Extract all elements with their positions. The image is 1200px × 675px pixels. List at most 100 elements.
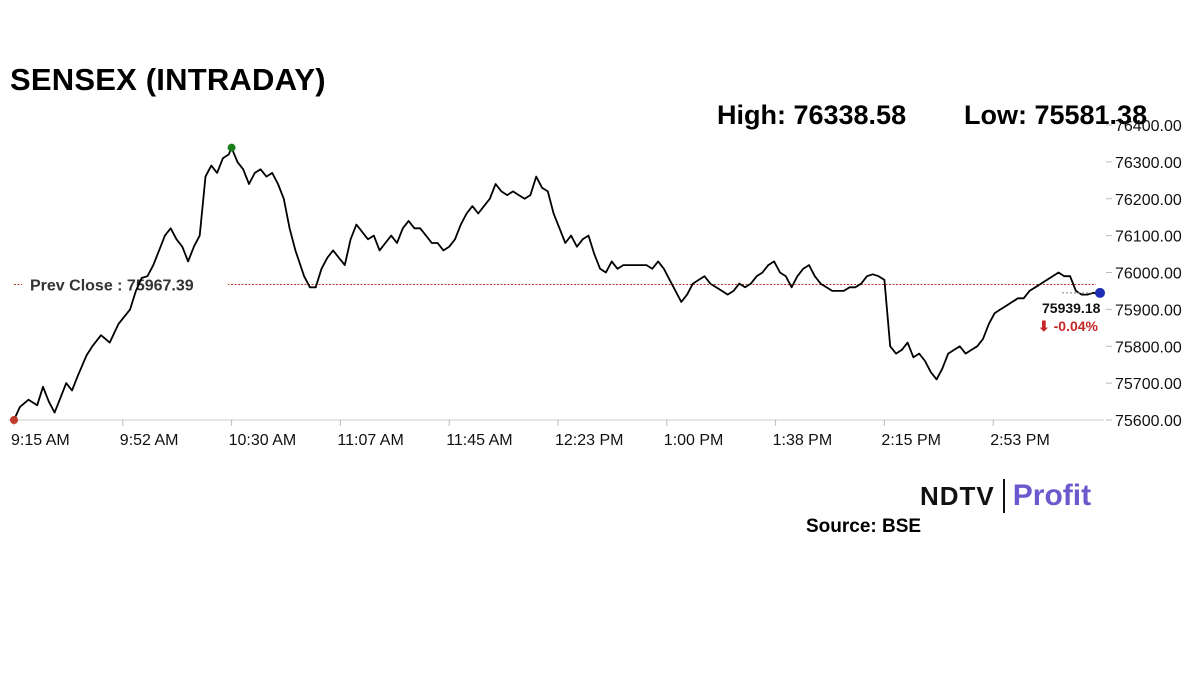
x-tick-label: 2:15 PM <box>881 432 941 449</box>
series-point <box>1046 279 1048 281</box>
series-point <box>260 168 262 170</box>
series-point <box>396 242 398 244</box>
series-point <box>808 264 810 266</box>
series-point <box>204 176 207 178</box>
series-point <box>593 253 595 255</box>
series-point <box>254 172 256 174</box>
series-point <box>605 271 607 274</box>
series-point <box>199 235 201 237</box>
series-point <box>431 242 433 244</box>
logo-profit-text: Profit <box>1012 479 1092 512</box>
x-tick-label: 9:15 AM <box>11 432 70 449</box>
series-point <box>36 404 38 406</box>
series-point <box>413 227 415 229</box>
series-point <box>141 277 143 279</box>
series-point <box>965 353 967 355</box>
series-point <box>71 389 73 392</box>
change-label: ⬇ -0.04% <box>1038 318 1099 334</box>
series-point <box>616 268 619 270</box>
series-point <box>912 356 915 358</box>
series-point <box>953 349 955 351</box>
series-point <box>721 290 723 292</box>
series-point <box>1028 290 1031 292</box>
y-tick-label: 76100.00 <box>1115 229 1182 246</box>
series-point <box>599 268 601 270</box>
series-point <box>703 275 706 277</box>
series-point <box>866 275 868 277</box>
series-point <box>570 235 572 237</box>
series-point <box>54 412 56 414</box>
series-point <box>1086 294 1089 296</box>
series-point <box>988 323 990 325</box>
series-point <box>576 246 578 248</box>
x-tick-label: 11:07 AM <box>337 432 403 449</box>
series-point <box>663 268 665 270</box>
series-point <box>222 157 224 159</box>
series-point <box>634 264 636 266</box>
series-point <box>326 257 328 259</box>
x-tick-label: 10:30 AM <box>229 432 297 449</box>
series-point <box>901 349 903 351</box>
series-point <box>77 375 79 377</box>
series-point <box>1034 286 1036 288</box>
series-point <box>271 172 273 174</box>
series-point <box>698 279 700 281</box>
series-point <box>320 268 323 270</box>
series-point <box>849 286 851 288</box>
series-point <box>265 176 267 178</box>
series-point <box>379 249 381 251</box>
series-point <box>19 406 21 408</box>
series-point <box>959 345 961 347</box>
series-point <box>164 235 166 237</box>
series-point <box>283 198 285 200</box>
series-point <box>309 286 311 288</box>
series-point <box>483 205 485 207</box>
series-point <box>773 260 775 262</box>
series-point <box>1011 301 1013 303</box>
y-tick-label: 76000.00 <box>1115 266 1182 283</box>
series-point <box>640 264 642 266</box>
series-point <box>448 246 450 248</box>
series-point <box>727 294 729 296</box>
series-point <box>645 264 648 266</box>
series-point <box>489 198 491 200</box>
series-point <box>895 353 897 355</box>
series-point <box>918 353 920 355</box>
series-point <box>779 271 781 274</box>
series-point <box>1057 271 1060 274</box>
series-point <box>825 286 828 288</box>
series-point <box>425 235 427 237</box>
series-point <box>1075 290 1077 292</box>
series-point <box>889 345 891 347</box>
series-point <box>1052 275 1054 277</box>
series-point <box>355 224 357 226</box>
series-point <box>170 227 172 229</box>
series-point <box>744 286 746 288</box>
series-point <box>715 286 717 288</box>
series-point <box>669 279 671 281</box>
series-point <box>587 235 590 237</box>
series-point <box>332 249 334 251</box>
series-point <box>146 275 149 277</box>
y-tick-label: 75600.00 <box>1115 413 1182 430</box>
series-point <box>42 386 44 388</box>
series-point <box>802 268 804 270</box>
series-point <box>460 224 462 226</box>
y-tick-label: 76400.00 <box>1115 118 1182 135</box>
series-point <box>791 286 793 288</box>
series-point <box>674 290 677 292</box>
series-point <box>158 249 160 251</box>
series-point <box>91 345 93 347</box>
series-point <box>187 260 189 262</box>
series-point <box>477 212 479 215</box>
prev-close-group: Prev Close : 75967.39 <box>14 272 1096 297</box>
y-tick-label: 75700.00 <box>1115 376 1182 393</box>
series-point <box>872 273 874 275</box>
series-point <box>924 360 926 362</box>
series-point <box>367 238 369 240</box>
x-tick-label: 1:00 PM <box>664 432 724 449</box>
series-point <box>442 249 444 251</box>
x-tick-label: 1:38 PM <box>773 432 833 449</box>
series-point <box>982 338 984 340</box>
high-value: High: 76338.58 <box>717 100 907 130</box>
